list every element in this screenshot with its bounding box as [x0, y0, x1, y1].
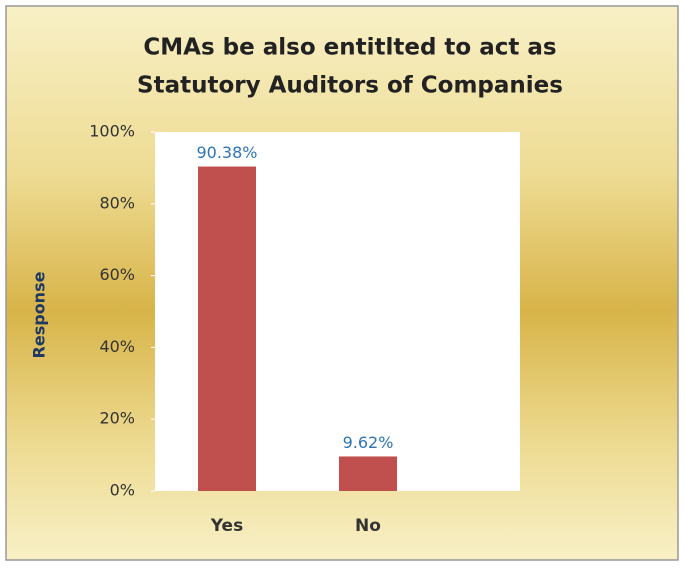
y-tick-label: 0% [110, 481, 135, 500]
bar [339, 456, 397, 491]
y-tick-label: 40% [99, 337, 135, 356]
data-label: 90.38% [196, 143, 257, 162]
chart-title: CMAs be also entitlted to act as [143, 35, 556, 61]
x-tick-label: Yes [210, 516, 243, 536]
y-axis-label: Response [30, 271, 49, 358]
y-tick-label: 60% [99, 265, 135, 284]
data-label: 9.62% [343, 433, 394, 452]
chart-title: Statutory Auditors of Companies [137, 73, 563, 99]
y-tick-label: 80% [99, 193, 135, 212]
bar [198, 166, 256, 491]
y-tick-label: 100% [89, 122, 135, 141]
x-tick-label: No [355, 516, 381, 536]
y-tick-label: 20% [99, 409, 135, 428]
